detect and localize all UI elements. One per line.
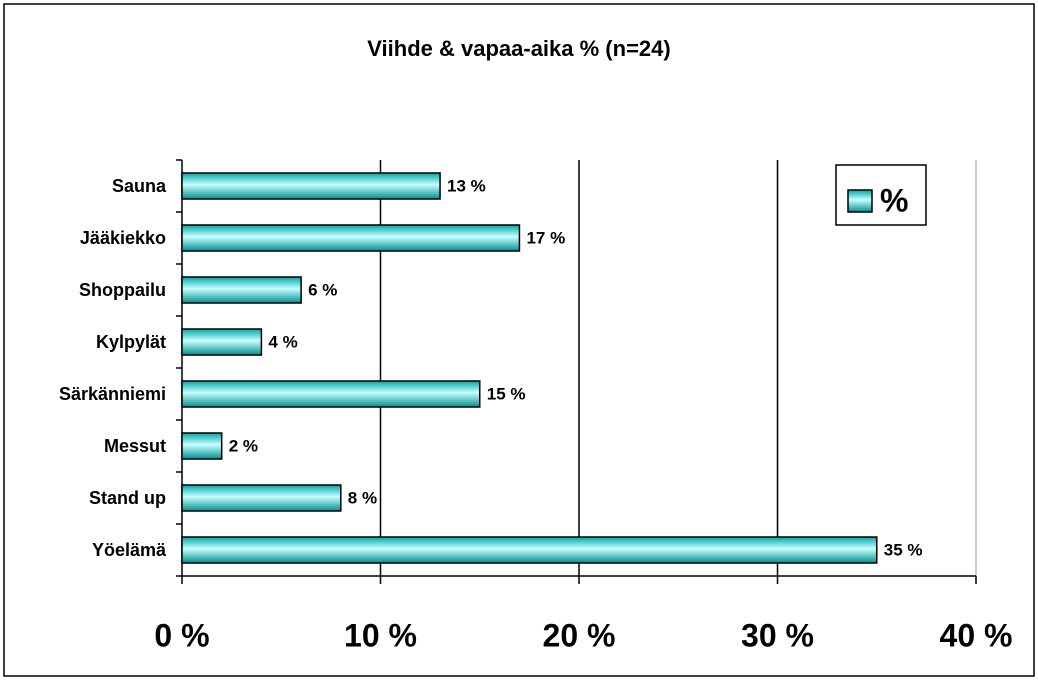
bar [181,432,223,460]
chart-title: Viihde & vapaa-aika % (n=24) [367,36,670,61]
data-label: 15 % [487,384,526,403]
bar [181,380,481,408]
y-tick-label: Kylpylät [96,332,166,352]
y-tick-label: Yöelämä [92,540,167,560]
x-tick-label: 0 % [154,617,209,653]
y-tick-label: Shoppailu [79,280,166,300]
x-tick-label: 30 % [741,617,814,653]
bar [181,172,441,200]
bar [181,328,263,356]
x-tick-label: 10 % [344,617,417,653]
y-tick-label: Jääkiekko [80,228,166,248]
y-tick-label: Messut [104,436,166,456]
y-tick-label: Sauna [112,176,167,196]
legend-label: % [880,182,908,218]
data-label: 6 % [308,280,337,299]
data-label: 17 % [526,228,565,247]
bar [181,224,521,252]
data-label: 13 % [447,176,486,195]
x-tick-label: 40 % [940,617,1013,653]
data-label: 4 % [268,332,297,351]
data-label: 2 % [229,436,258,455]
bar [181,536,878,564]
legend-swatch [847,189,873,213]
bar [181,484,342,512]
y-tick-label: Särkänniemi [59,384,166,404]
chart-border [3,3,1035,677]
y-tick-label: Stand up [89,488,166,508]
data-label: 35 % [884,540,923,559]
x-tick-label: 20 % [543,617,616,653]
data-label: 8 % [348,488,377,507]
bar [181,276,302,304]
